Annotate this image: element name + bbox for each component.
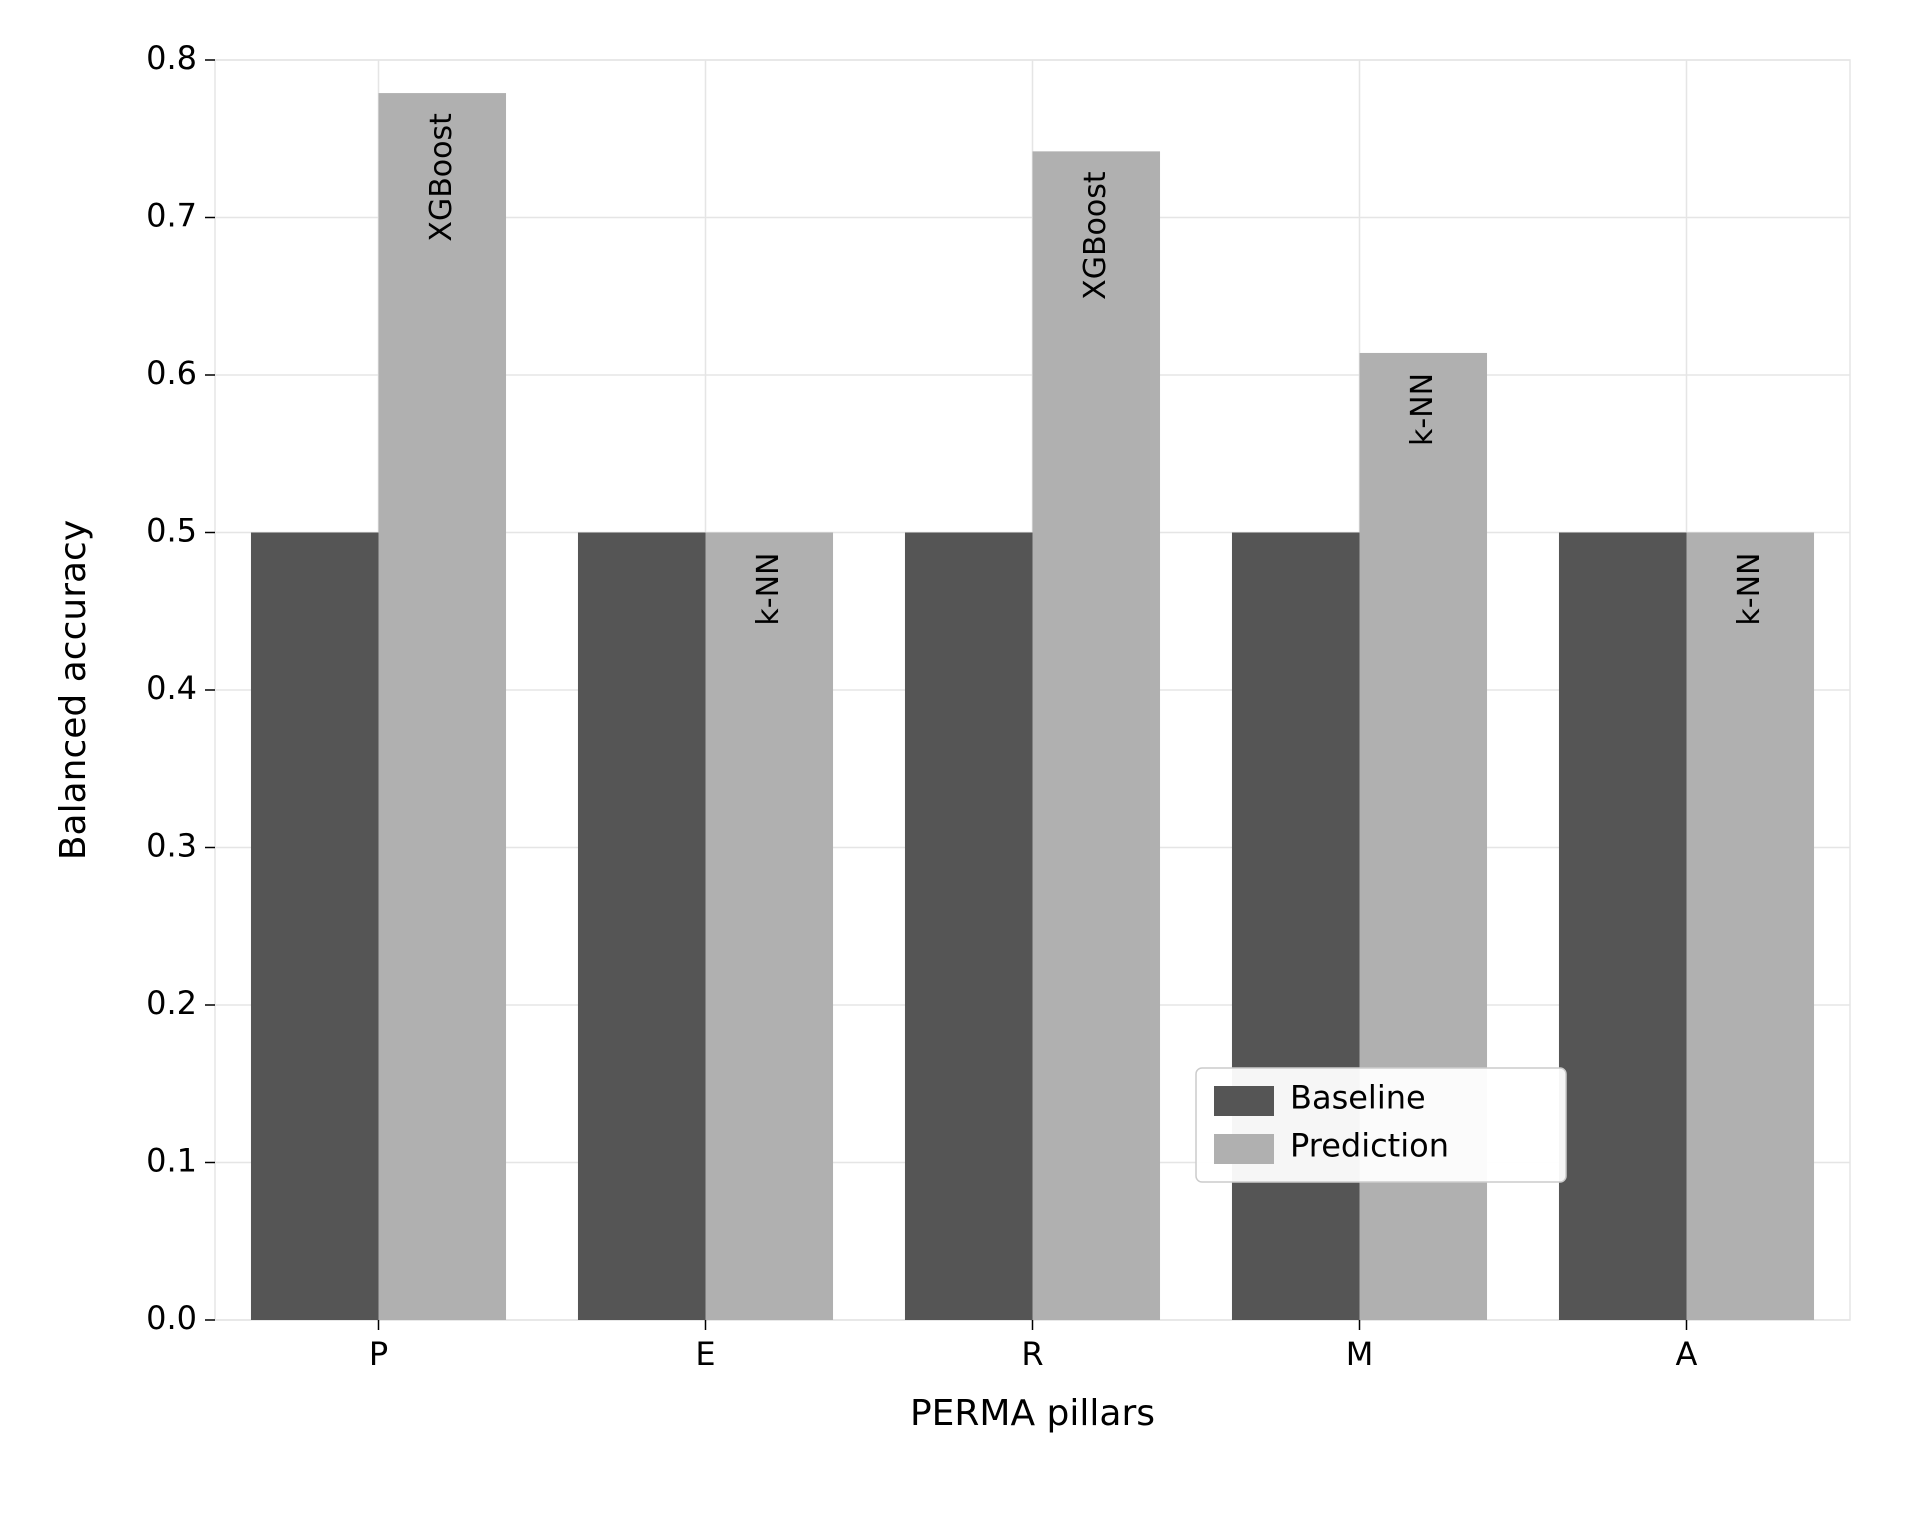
y-tick-label: 0.8 (146, 39, 197, 77)
bar-annotation: XGBoost (1078, 171, 1113, 300)
legend-swatch (1214, 1086, 1274, 1116)
y-tick-label: 0.1 (146, 1142, 197, 1180)
bar-annotation: XGBoost (424, 113, 459, 242)
y-axis-label: Balanced accuracy (53, 520, 94, 860)
bar-prediction (1033, 151, 1161, 1320)
legend-entry-label: Baseline (1290, 1079, 1426, 1117)
bar-annotation: k-NN (1732, 553, 1767, 626)
y-tick-label: 0.2 (146, 984, 197, 1022)
bar-baseline (905, 533, 1033, 1321)
bar-baseline (1559, 533, 1687, 1321)
chart-container: 0.0 0.1 0.2 0.3 0.4 0.5 0.6 0.7 0.8 XGBoost k-NN XG… (20, 20, 1905, 1505)
bar-baseline (1232, 533, 1360, 1321)
y-tick-label: 0.3 (146, 827, 197, 865)
bar-prediction (379, 93, 507, 1320)
y-tick-label: 0.4 (146, 669, 197, 707)
x-tick-label: R (1021, 1335, 1043, 1373)
bar-baseline (251, 533, 379, 1321)
x-axis-label: PERMA pillars (910, 1393, 1155, 1434)
x-tick-label: M (1346, 1335, 1374, 1373)
legend-swatch (1214, 1134, 1274, 1164)
x-tick-label: A (1676, 1335, 1698, 1373)
legend-entry-label: Prediction (1290, 1127, 1449, 1165)
y-tick-label: 0.7 (146, 197, 197, 235)
y-tick-label: 0.0 (146, 1299, 197, 1337)
x-tick-label: P (369, 1335, 388, 1373)
bar-prediction (706, 533, 834, 1321)
bar-prediction (1687, 533, 1815, 1321)
bar-chart: 0.0 0.1 0.2 0.3 0.4 0.5 0.6 0.7 0.8 XGBoost k-NN XG… (20, 20, 1925, 1505)
y-tick-label: 0.5 (146, 512, 197, 550)
bar-annotation: k-NN (1405, 373, 1440, 446)
x-tick-label: E (695, 1335, 715, 1373)
bar-baseline (578, 533, 706, 1321)
legend: Baseline Prediction (1196, 1068, 1566, 1182)
y-tick-label: 0.6 (146, 354, 197, 392)
bar-annotation: k-NN (751, 553, 786, 626)
